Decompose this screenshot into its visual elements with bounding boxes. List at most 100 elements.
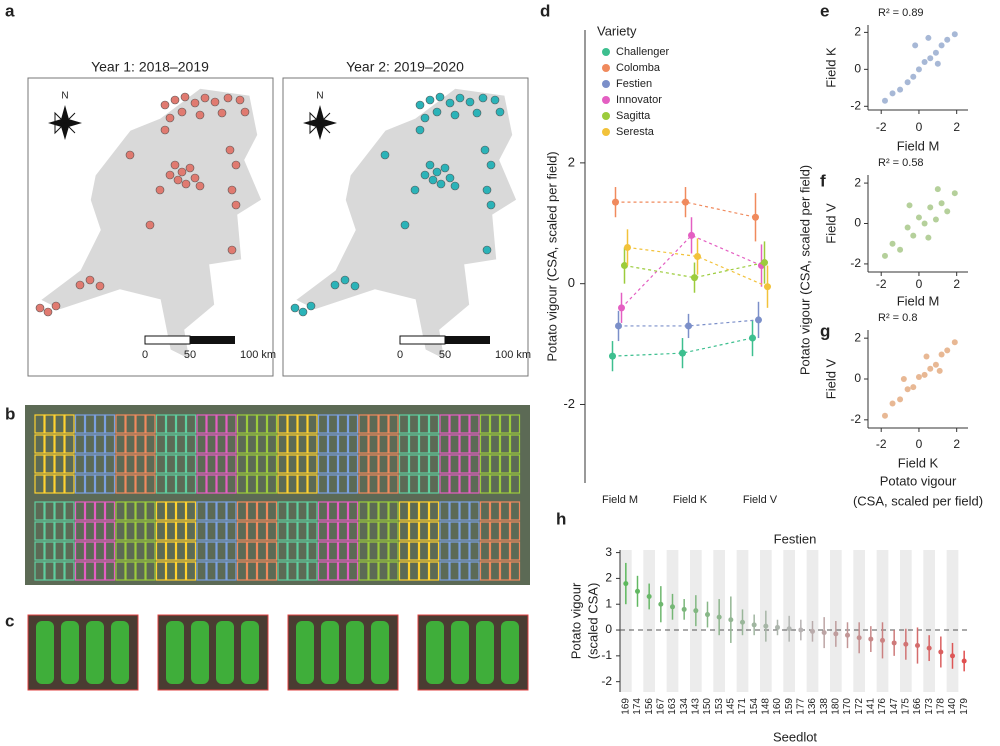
plot-outline (327, 434, 339, 454)
plot-outline (428, 434, 440, 454)
plot-outline (439, 434, 450, 454)
y-axis-label: (scaled CSA) (585, 583, 600, 660)
plot-outline (358, 474, 369, 494)
plot-outline (44, 434, 55, 454)
plot-outline (479, 541, 491, 561)
point (921, 371, 928, 378)
plot-outline (44, 521, 55, 541)
plot-outline (499, 561, 511, 581)
x-tick-label: 170 (842, 698, 853, 715)
plot-outline (74, 454, 86, 474)
scale-label: 0 (142, 349, 148, 361)
point (932, 49, 939, 56)
plot-outline (64, 501, 75, 521)
mean-point (621, 262, 628, 270)
x-tick-label: 134 (679, 698, 690, 715)
x-tick-label: 173 (924, 698, 935, 715)
point (889, 400, 896, 407)
plot-outline (226, 541, 237, 561)
plot-outline (327, 474, 339, 494)
plot-outline (449, 541, 460, 561)
plot-outline (135, 521, 146, 541)
legend-label: Festien (616, 78, 652, 90)
legend-label: Challenger (616, 46, 670, 58)
plot-outline (277, 561, 288, 581)
plot-outline (388, 474, 399, 494)
x-tick-label: 2 (953, 277, 960, 291)
band (620, 550, 632, 692)
point (845, 632, 850, 638)
plot-outline (206, 414, 217, 434)
plot-outline (388, 561, 399, 581)
y-tick-label: -2 (563, 396, 575, 411)
x-tick-label: Field K (673, 494, 708, 506)
plot-outline (337, 501, 349, 521)
plot-outline (175, 561, 187, 581)
x-axis-label: Field M (897, 138, 940, 153)
plot-outline (115, 454, 126, 474)
plot-outline (155, 541, 167, 561)
point (856, 635, 862, 641)
mean-line (621, 234, 762, 309)
plot-outline (509, 474, 521, 494)
plot-outline (74, 561, 86, 581)
point (934, 60, 941, 67)
plot-outline (34, 434, 45, 454)
plot-outline (287, 414, 298, 434)
plot-outline (44, 501, 55, 521)
plot-outline (418, 541, 430, 561)
x-tick-label: Field V (743, 494, 778, 506)
plot-outline (317, 474, 329, 494)
legend-label: Seresta (616, 126, 655, 138)
plants (166, 621, 184, 684)
x-tick-label: 153 (714, 698, 725, 715)
plot-outline (307, 434, 318, 454)
plot-outline (418, 474, 430, 494)
plot-outline (185, 474, 197, 494)
plot-outline (216, 454, 227, 474)
plot-outline (266, 541, 278, 561)
plot-outline (317, 454, 329, 474)
y-axis-label: Potato vigour (568, 582, 583, 659)
plot-outline (115, 474, 126, 494)
plot-outline (358, 541, 369, 561)
plot-outline (499, 501, 511, 521)
plot-outline (428, 454, 440, 474)
x-axis-label: Field M (897, 293, 940, 308)
point (786, 626, 792, 632)
band (923, 550, 935, 692)
plot-outline (428, 414, 440, 434)
plot-outline (175, 521, 187, 541)
point (889, 240, 896, 247)
plot-outline (418, 414, 430, 434)
legend-swatch (602, 80, 610, 88)
x-tick-label: 140 (947, 698, 958, 715)
plot-outline (398, 541, 410, 561)
plot-outline (459, 454, 470, 474)
plants (346, 621, 364, 684)
plot-outline (125, 541, 136, 561)
plot-outline (297, 541, 308, 561)
plot-outline (297, 521, 308, 541)
x-tick-label: 145 (725, 698, 736, 715)
plot-outline (94, 414, 106, 434)
y-axis-label: Field V (823, 203, 838, 244)
plants (241, 621, 259, 684)
plot-outline (449, 561, 460, 581)
plot-outline (408, 454, 420, 474)
plot-outline (398, 434, 410, 454)
plot-outline (54, 561, 65, 581)
point (716, 614, 722, 620)
plot-outline (64, 521, 75, 541)
plot-outline (398, 414, 410, 434)
panel-label: f (820, 171, 826, 190)
plot-outline (499, 414, 511, 434)
x-tick-label: 177 (795, 698, 806, 715)
plot-outline (64, 454, 75, 474)
point (932, 361, 939, 368)
maps (27, 77, 529, 377)
plot-outline (469, 541, 480, 561)
plot-outline (317, 414, 329, 434)
scale-label: 50 (184, 349, 196, 361)
plot-outline (165, 454, 177, 474)
